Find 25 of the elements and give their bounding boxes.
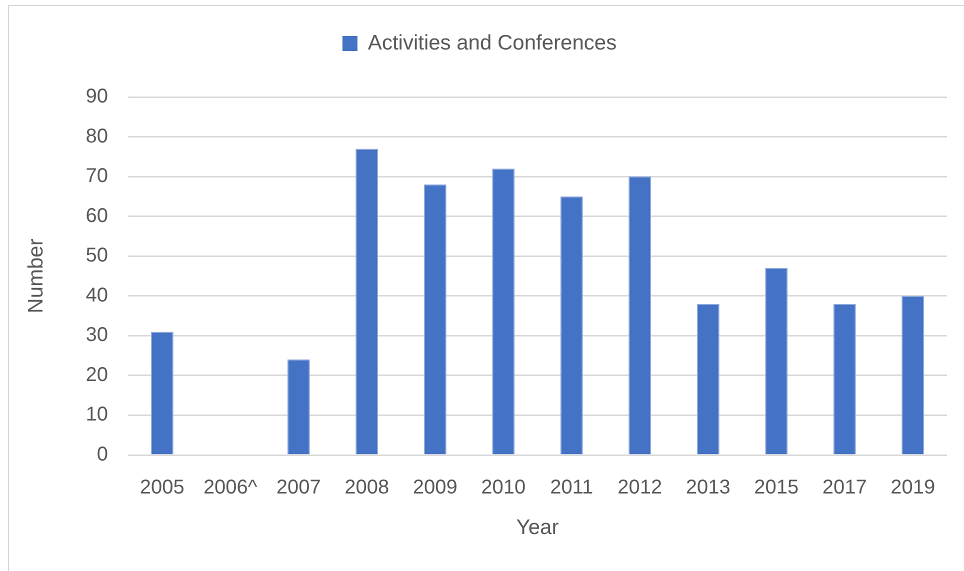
y-tick-label: 0: [96, 444, 108, 466]
x-tick-label: 2010: [481, 476, 526, 499]
x-tick-label: 2006^: [203, 476, 258, 499]
x-tick-label: 2013: [686, 476, 730, 499]
y-tick-label: 50: [86, 244, 108, 267]
x-tick-label: 2007: [276, 476, 321, 499]
y-tick-label: 20: [86, 364, 108, 386]
x-axis-title: Year: [516, 516, 559, 540]
y-tick-label: 40: [86, 284, 108, 306]
x-tick-label: 2017: [822, 476, 867, 499]
y-tick-label: 80: [86, 125, 108, 148]
x-tick-label: 2008: [344, 476, 390, 499]
y-tick-label: 70: [86, 165, 108, 188]
y-tick-label: 60: [86, 204, 108, 227]
y-axis-title: Number: [24, 238, 48, 314]
x-tick-label: 2019: [890, 476, 936, 499]
y-tick-label: 90: [86, 86, 108, 108]
y-tick-label: 10: [86, 404, 108, 426]
y-tick-label: 30: [86, 324, 108, 346]
x-tick-label: 2005: [140, 476, 184, 499]
x-tick-label: 2015: [754, 476, 799, 499]
x-tick-label: 2009: [412, 476, 458, 499]
legend-label: Activities and Conferences: [368, 31, 617, 54]
x-tick-label: 2012: [618, 476, 662, 499]
x-tick-label: 2011: [550, 476, 594, 499]
